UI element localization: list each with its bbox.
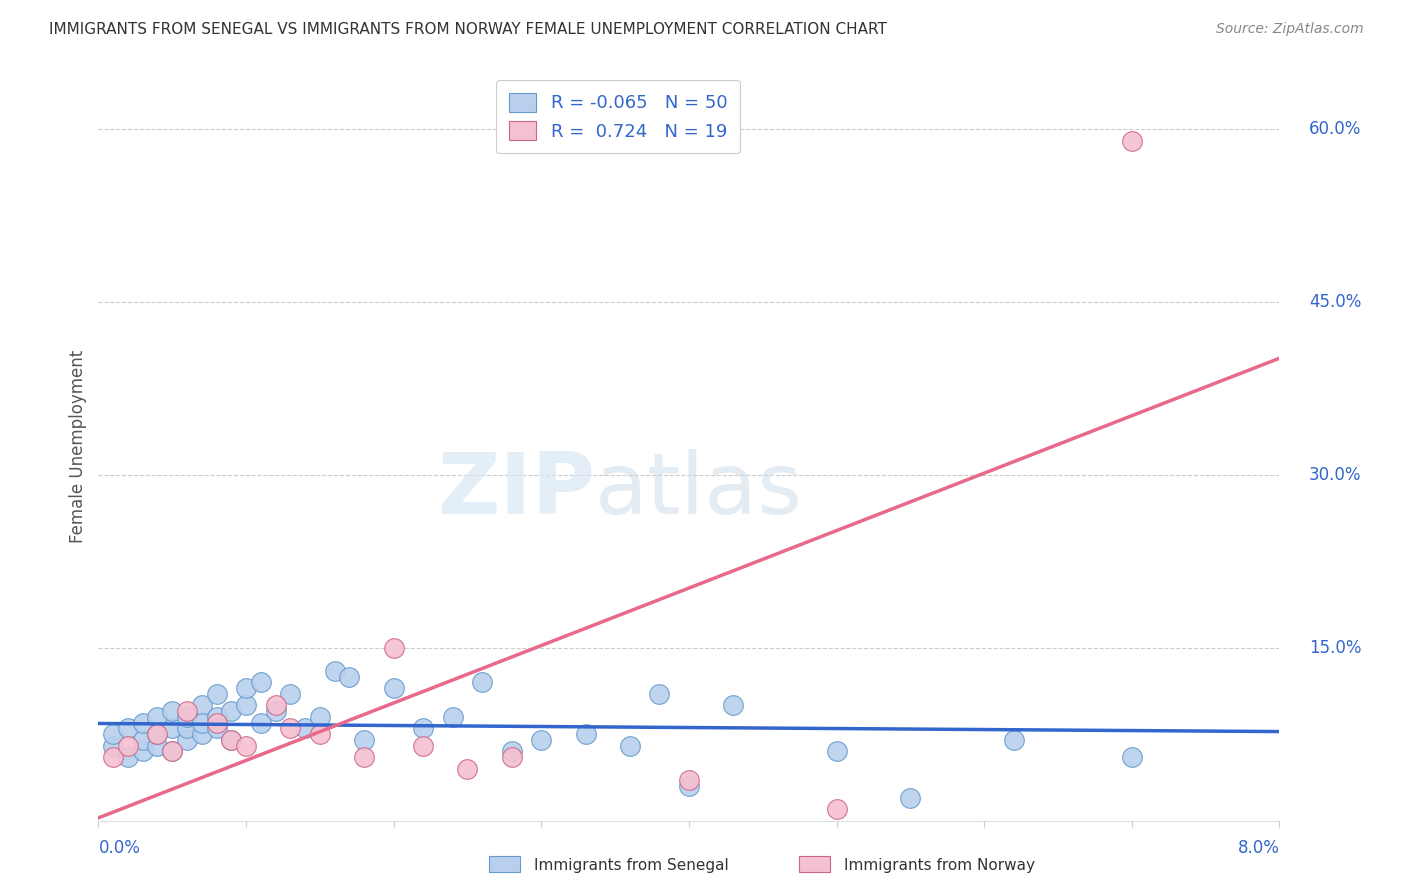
Point — [191, 698, 214, 713]
Point — [825, 802, 848, 816]
Point — [176, 704, 198, 718]
Point — [501, 750, 523, 764]
Point — [250, 715, 273, 730]
Text: 8.0%: 8.0% — [1237, 839, 1279, 857]
Point — [412, 739, 434, 753]
Point — [501, 744, 523, 758]
Point — [619, 739, 641, 753]
Point — [132, 744, 155, 758]
Point — [900, 790, 922, 805]
Point — [323, 664, 346, 678]
Point — [176, 733, 198, 747]
Legend: R = -0.065   N = 50, R =  0.724   N = 19: R = -0.065 N = 50, R = 0.724 N = 19 — [496, 80, 740, 153]
Point — [205, 722, 228, 736]
Point — [339, 669, 361, 683]
Point — [471, 675, 494, 690]
Point — [191, 727, 214, 741]
Point — [221, 704, 243, 718]
Point — [648, 687, 671, 701]
Point — [1121, 750, 1143, 764]
Text: 15.0%: 15.0% — [1309, 639, 1361, 657]
Text: Source: ZipAtlas.com: Source: ZipAtlas.com — [1216, 22, 1364, 37]
Point — [280, 722, 302, 736]
Point — [575, 727, 598, 741]
Point — [132, 733, 155, 747]
Point — [353, 733, 375, 747]
Text: Immigrants from Norway: Immigrants from Norway — [844, 858, 1035, 872]
Point — [103, 750, 125, 764]
Point — [1121, 134, 1143, 148]
Text: 0.0%: 0.0% — [98, 839, 141, 857]
Point — [412, 722, 434, 736]
Point — [117, 739, 139, 753]
Text: atlas: atlas — [595, 450, 803, 533]
Point — [723, 698, 745, 713]
Point — [530, 733, 553, 747]
Text: 60.0%: 60.0% — [1309, 120, 1361, 138]
Point — [103, 739, 125, 753]
Point — [146, 727, 169, 741]
Point — [309, 710, 332, 724]
Point — [382, 681, 405, 695]
Point — [235, 698, 257, 713]
Point — [678, 773, 700, 788]
Point — [250, 675, 273, 690]
Point — [162, 744, 183, 758]
Point — [382, 640, 405, 655]
Point — [146, 739, 169, 753]
Point — [205, 687, 228, 701]
Point — [146, 727, 169, 741]
Point — [353, 750, 375, 764]
Point — [825, 744, 848, 758]
Point — [264, 698, 287, 713]
Point — [457, 762, 479, 776]
Point — [117, 750, 139, 764]
Point — [294, 722, 316, 736]
Text: Immigrants from Senegal: Immigrants from Senegal — [534, 858, 730, 872]
Text: ZIP: ZIP — [437, 450, 595, 533]
Text: IMMIGRANTS FROM SENEGAL VS IMMIGRANTS FROM NORWAY FEMALE UNEMPLOYMENT CORRELATIO: IMMIGRANTS FROM SENEGAL VS IMMIGRANTS FR… — [49, 22, 887, 37]
Point — [103, 727, 125, 741]
Point — [205, 715, 228, 730]
Point — [441, 710, 464, 724]
Y-axis label: Female Unemployment: Female Unemployment — [69, 350, 87, 542]
Point — [678, 779, 700, 793]
Text: 30.0%: 30.0% — [1309, 466, 1361, 483]
Point — [132, 715, 155, 730]
Point — [221, 733, 243, 747]
Point — [205, 710, 228, 724]
Point — [235, 739, 257, 753]
Point — [117, 722, 139, 736]
Point — [280, 687, 302, 701]
Point — [146, 710, 169, 724]
Point — [1002, 733, 1025, 747]
Point — [176, 710, 198, 724]
Point — [162, 704, 183, 718]
Point — [309, 727, 332, 741]
Text: 45.0%: 45.0% — [1309, 293, 1361, 311]
Point — [235, 681, 257, 695]
Point — [162, 744, 183, 758]
Point — [162, 722, 183, 736]
Point — [221, 733, 243, 747]
Point — [191, 715, 214, 730]
Point — [176, 722, 198, 736]
Point — [264, 704, 287, 718]
